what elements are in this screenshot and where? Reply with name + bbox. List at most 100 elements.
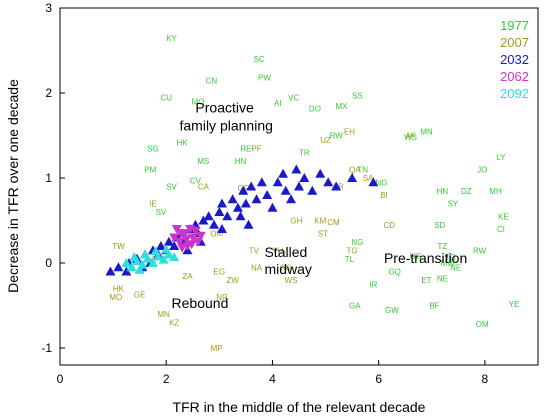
triangle-down-marker [190, 226, 201, 236]
point-label: CA [198, 183, 210, 192]
triangle-down-marker [177, 243, 188, 253]
point-label: TZ [438, 242, 448, 251]
point-label: DO [309, 104, 321, 113]
point-label: AF [405, 132, 415, 141]
point-label: MO [192, 98, 205, 107]
point-label: MS [197, 157, 209, 166]
series-2062 [169, 225, 206, 253]
point-label: NE [450, 263, 461, 272]
triangle-marker [216, 224, 227, 233]
triangle-marker [161, 244, 172, 254]
point-label: HN [235, 157, 247, 166]
x-tick-label: 4 [269, 372, 276, 386]
point-label: CU [160, 93, 172, 102]
series-2007: IEMOHKGEMNKZNRMPZWNATVEGCGWSKMSTCMTGGHLR… [109, 127, 415, 353]
triangle-marker [232, 202, 243, 212]
triangle-marker [198, 215, 209, 225]
x-tick-label: 0 [57, 372, 64, 386]
point-label: RW [330, 132, 344, 141]
point-label: MX [335, 102, 348, 111]
triangle-marker [169, 241, 180, 250]
point-label: TV [249, 246, 260, 255]
point-label: SS [352, 92, 363, 101]
point-label: BF [429, 302, 439, 311]
point-label: TR [299, 149, 310, 158]
point-label: GH [290, 217, 302, 226]
point-label: CD [384, 221, 396, 230]
point-label: JO [477, 166, 487, 175]
triangle-marker [291, 164, 302, 174]
point-label: GE [134, 290, 146, 299]
point-label: MW [441, 259, 456, 268]
point-label: VC [288, 93, 299, 102]
point-label: SA [363, 174, 374, 183]
point-label: CI [497, 225, 505, 234]
triangle-marker [243, 219, 254, 229]
annotation-text: Proactive [195, 100, 254, 116]
triangle-marker [163, 249, 174, 259]
triangle-marker [158, 254, 169, 264]
triangle-marker [155, 241, 166, 250]
y-tick-label: -1 [41, 341, 52, 355]
triangle-marker [286, 194, 297, 204]
point-label: NA [251, 263, 263, 272]
triangle-down-marker [181, 235, 192, 245]
point-label: ZA [182, 272, 193, 281]
point-label: PW [258, 74, 271, 83]
triangle-marker [105, 266, 116, 276]
point-label: KE [498, 212, 509, 221]
triangle-down-marker [186, 240, 197, 250]
point-label: EH [344, 127, 355, 136]
triangle-marker [153, 251, 164, 261]
triangle-marker [121, 266, 132, 276]
triangle-down-marker [195, 231, 206, 241]
point-label: SD [434, 221, 445, 230]
triangle-marker [246, 181, 257, 191]
point-label: NE [437, 274, 448, 283]
axis-ticks: 0 2 4 6 8 -1 0 1 2 3 [41, 1, 488, 386]
point-label: DZ [461, 187, 472, 196]
annotation-text: family planning [180, 117, 273, 133]
triangle-marker [150, 246, 161, 256]
triangle-marker [347, 173, 358, 182]
point-label: TG [347, 246, 358, 255]
triangle-marker [216, 198, 227, 208]
point-label: CV [190, 177, 202, 186]
triangle-marker [294, 181, 304, 191]
point-label: NR [216, 293, 228, 302]
point-label: SY [448, 200, 459, 209]
triangle-marker [331, 181, 342, 191]
point-label: ST [318, 229, 328, 238]
point-label: NG [375, 178, 387, 187]
point-label: KZ [169, 319, 179, 328]
y-tick-label: 2 [45, 86, 52, 100]
triangle-marker [323, 177, 334, 187]
point-label: SC [254, 55, 265, 64]
point-label: CG [280, 263, 292, 272]
point-label: TL [345, 255, 355, 264]
point-label: GQ [388, 268, 400, 277]
point-label: CN [206, 76, 218, 85]
y-tick-label: 0 [45, 256, 52, 270]
y-tick-label: 1 [45, 171, 52, 185]
x-axis-title: TFR in the middle of the relevant decade [173, 399, 426, 415]
point-label: RE [240, 144, 251, 153]
triangle-down-marker [169, 233, 180, 243]
triangle-marker [262, 190, 273, 199]
point-label: EG [214, 268, 226, 277]
triangle-marker [126, 262, 137, 272]
triangle-down-marker [174, 237, 185, 247]
x-tick-label: 8 [482, 372, 489, 386]
legend-entry: 2062 [500, 69, 529, 84]
point-label: OM [210, 229, 223, 238]
point-label: TW [112, 242, 125, 251]
point-label: ZW [226, 276, 239, 285]
legend: 1977 2007 2032 2062 2092 [500, 18, 529, 101]
triangle-marker [147, 258, 158, 267]
point-label: QA [349, 166, 361, 175]
triangle-marker [169, 252, 180, 262]
point-label: MN [157, 310, 170, 319]
